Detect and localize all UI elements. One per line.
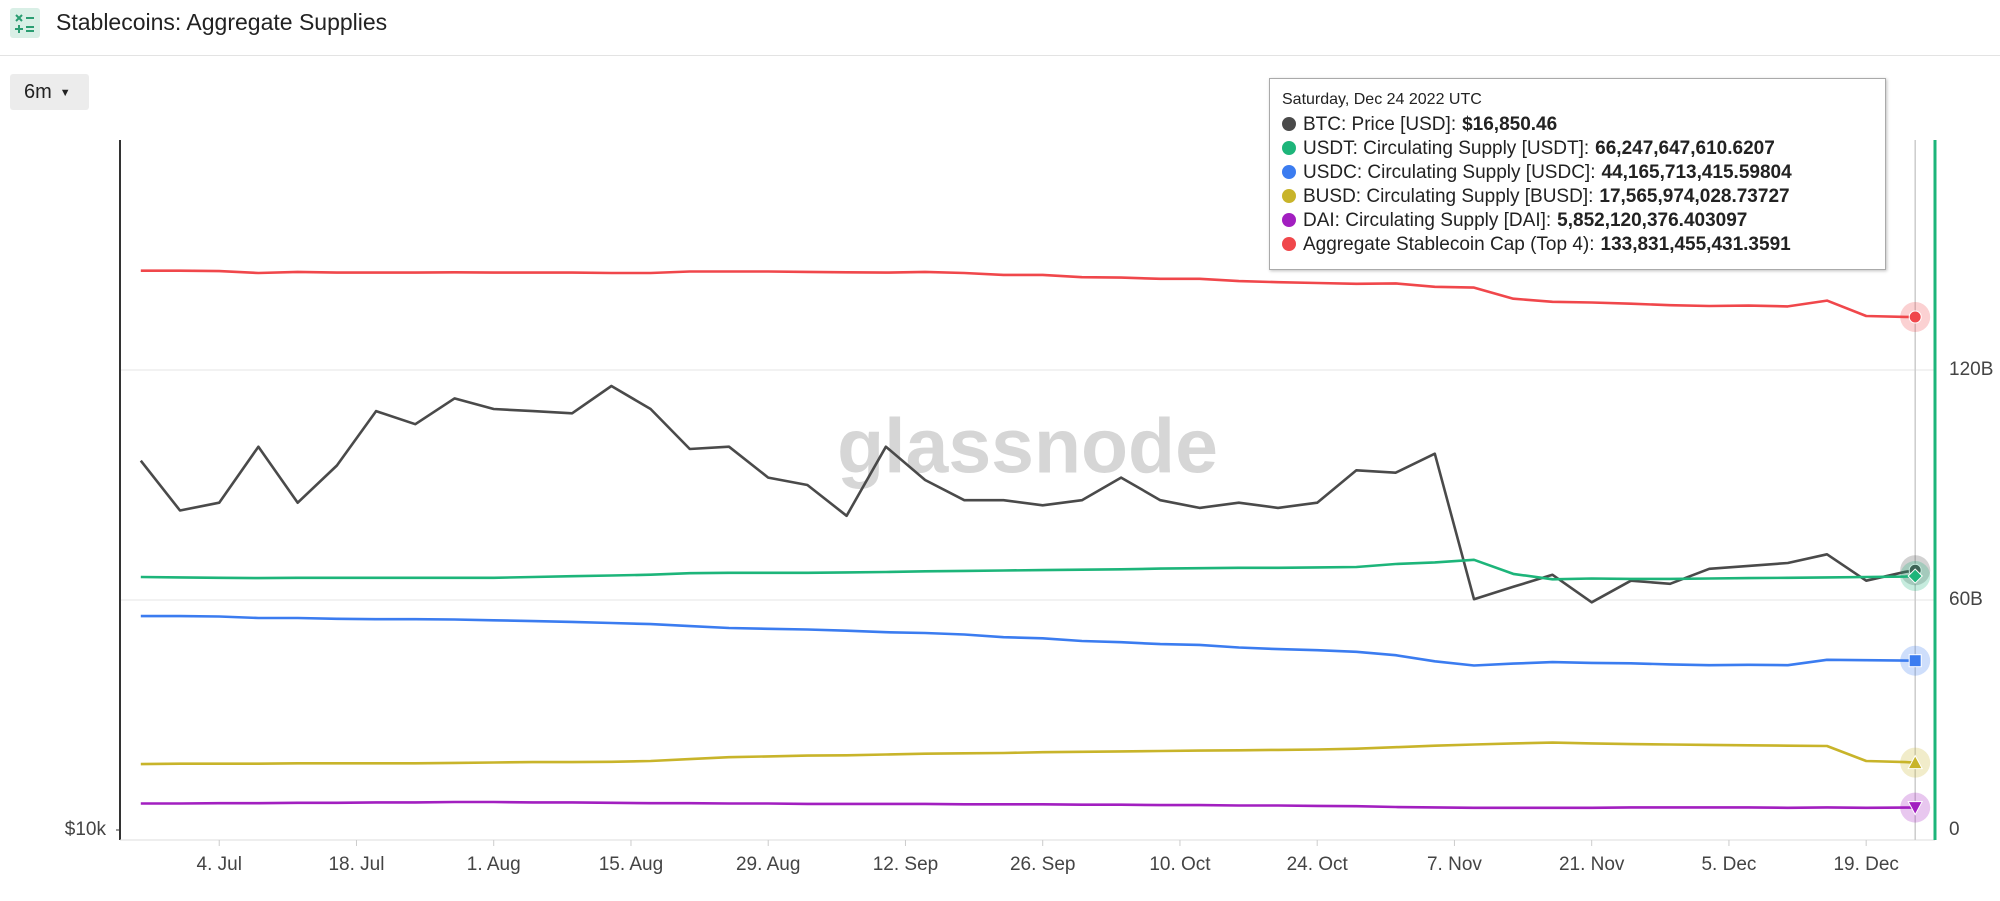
x-tick-label: 7. Nov xyxy=(1427,854,1482,875)
x-tick-label: 4. Jul xyxy=(197,854,242,875)
y-tick-label: $10k xyxy=(65,819,107,840)
x-tick-label: 21. Nov xyxy=(1559,854,1625,875)
legend-label: BUSD: Circulating Supply [BUSD] xyxy=(1303,186,1599,207)
legend-dot xyxy=(1282,237,1296,251)
tooltip-date: Saturday, Dec 24 2022 UTC xyxy=(1282,91,1482,108)
x-tick-label: 15. Aug xyxy=(599,854,663,875)
end-marker xyxy=(1908,310,1922,324)
caret: ▼ xyxy=(59,86,71,99)
series-line xyxy=(139,384,1916,604)
tooltip-value: 66,247,647,610.6207 xyxy=(1595,138,1775,159)
end-marker xyxy=(1907,754,1924,770)
series-line xyxy=(140,800,1916,810)
end-marker xyxy=(1907,568,1923,584)
watermark: glassnode xyxy=(837,403,1218,489)
icon-glyph xyxy=(15,14,34,33)
legend-label: USDC: Circulating Supply [USDC] xyxy=(1303,162,1601,183)
series-line xyxy=(140,558,1916,581)
end-marker xyxy=(1907,801,1924,816)
series-line xyxy=(140,614,1916,667)
x-tick-label: 18. Jul xyxy=(328,854,384,875)
legend-dot xyxy=(1282,141,1296,155)
tooltip-row: DAI: Circulating Supply [DAI]5,852,120,3… xyxy=(1282,209,1885,233)
x-tick-label: 12. Sep xyxy=(873,854,939,875)
tooltip-row: BUSD: Circulating Supply [BUSD]17,565,97… xyxy=(1282,185,1885,209)
end-marker xyxy=(1908,654,1922,668)
legend-label: DAI: Circulating Supply [DAI] xyxy=(1303,210,1557,231)
tooltip: Saturday, Dec 24 2022 UTC BTC: Price [US… xyxy=(1269,78,1886,270)
range-label: 6m xyxy=(24,81,52,103)
x-tick-label: 29. Aug xyxy=(736,854,800,875)
series-line xyxy=(140,741,1916,766)
y2-tick-label: 0 xyxy=(1949,819,1960,840)
tooltip-value: 44,165,713,415.59804 xyxy=(1601,162,1792,183)
tooltip-row: Aggregate Stablecoin Cap (Top 4)133,831,… xyxy=(1282,233,1885,257)
tooltip-row: USDT: Circulating Supply [USDT]66,247,64… xyxy=(1282,137,1885,161)
page-title: Stablecoins: Aggregate Supplies xyxy=(56,9,388,35)
x-tick-label: 26. Sep xyxy=(1010,854,1076,875)
series-line xyxy=(140,269,1916,319)
chart-icon xyxy=(10,8,40,38)
legend-dot xyxy=(1282,213,1296,227)
tooltip-value: 17,565,974,028.73727 xyxy=(1599,186,1790,207)
legend-dot xyxy=(1282,117,1296,131)
x-tick-label: 10. Oct xyxy=(1149,854,1211,875)
tooltip-row: BTC: Price [USD]$16,850.46 xyxy=(1282,113,1885,137)
legend-dot xyxy=(1282,165,1296,179)
tooltip-row: USDC: Circulating Supply [USDC]44,165,71… xyxy=(1282,161,1885,185)
legend-label: USDT: Circulating Supply [USDT] xyxy=(1303,138,1595,159)
y2-tick-label: 60B xyxy=(1949,589,1983,610)
x-tick-label: 1. Aug xyxy=(467,854,521,875)
legend-label: BTC: Price [USD] xyxy=(1303,114,1462,135)
legend-dot xyxy=(1282,189,1296,203)
tooltip-value: 133,831,455,431.3591 xyxy=(1600,234,1791,255)
tooltip-value: $16,850.46 xyxy=(1462,114,1558,135)
x-tick-label: 5. Dec xyxy=(1701,854,1756,875)
header: Stablecoins: Aggregate Supplies xyxy=(0,0,2000,56)
x-tick-label: 19. Dec xyxy=(1833,854,1898,875)
tooltip-value: 5,852,120,376.403097 xyxy=(1557,210,1748,231)
legend-label: Aggregate Stablecoin Cap (Top 4) xyxy=(1303,234,1601,255)
range-button[interactable]: 6m ▼ xyxy=(10,74,89,110)
y2-tick-label: 120B xyxy=(1949,359,1993,380)
x-tick-label: 24. Oct xyxy=(1287,854,1349,875)
